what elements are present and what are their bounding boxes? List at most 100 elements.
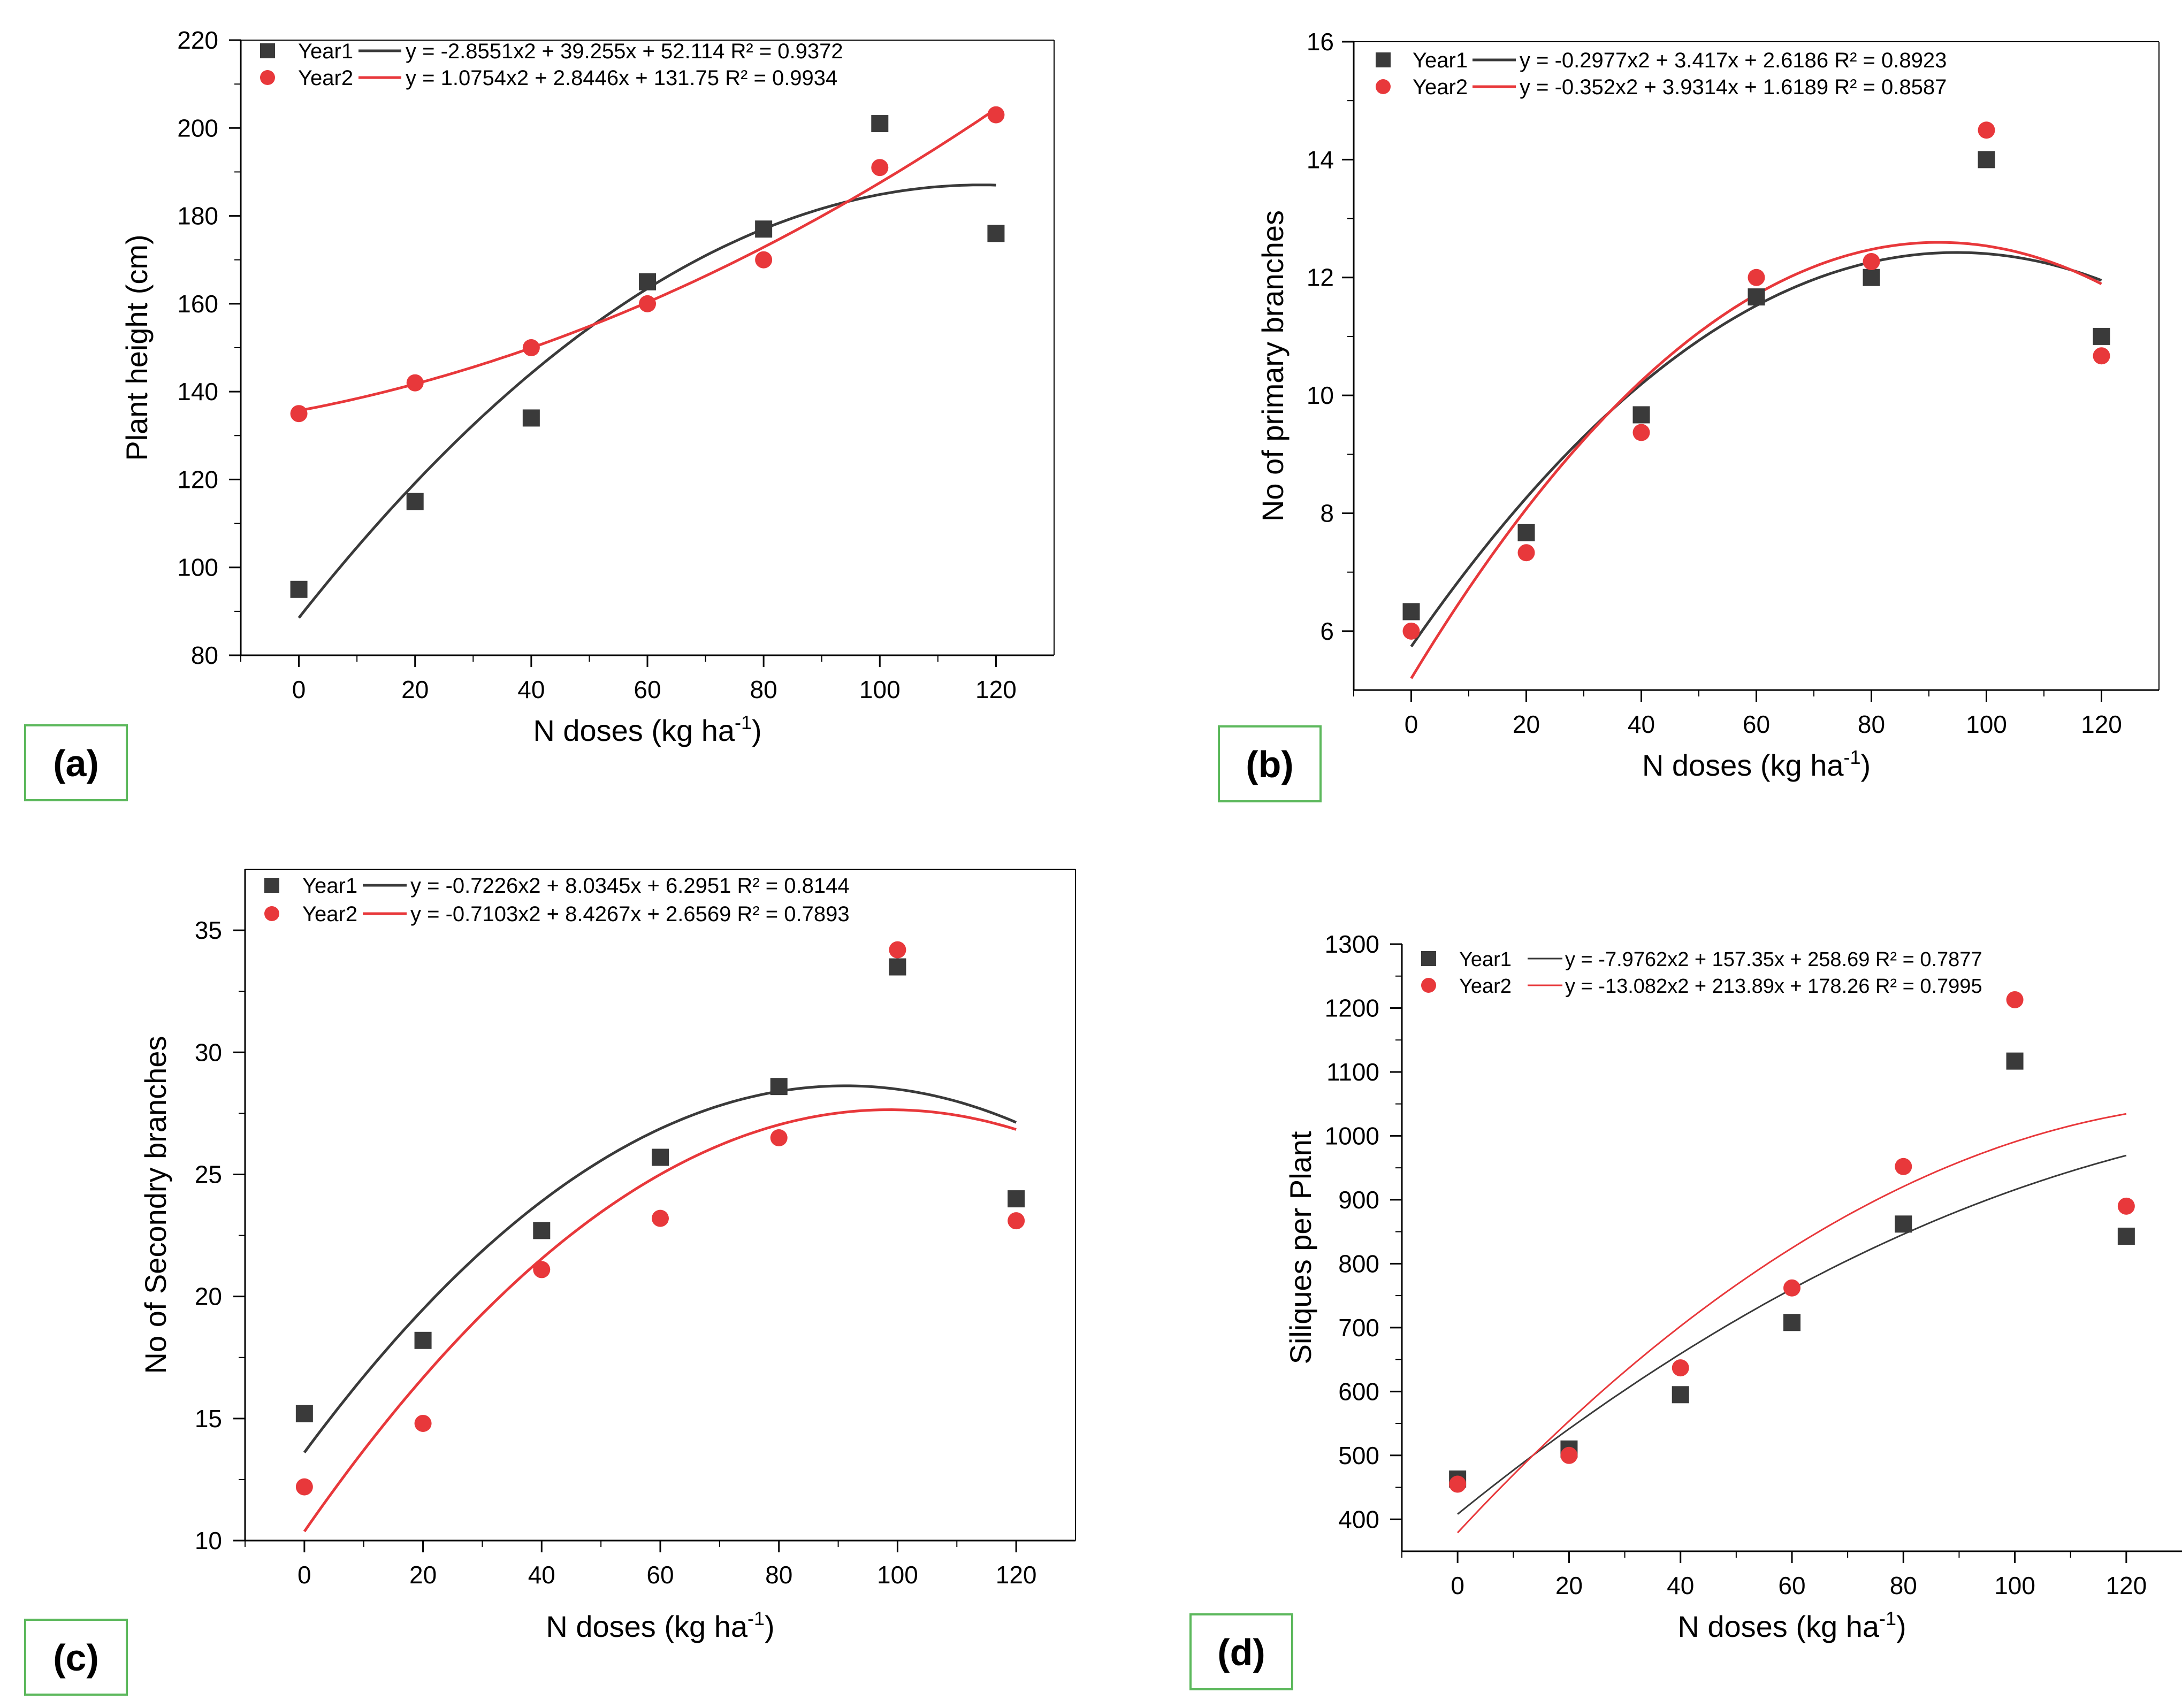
data-point-year2 — [652, 1209, 669, 1227]
x-tick-label: 60 — [646, 1561, 674, 1589]
y-tick-label: 14 — [1307, 145, 1334, 173]
data-point-year2 — [987, 106, 1005, 124]
data-point-year1 — [2006, 1052, 2024, 1070]
legend-marker-year1 — [260, 43, 275, 58]
legend-equation-year2: y = -0.7103x2 + 8.4267x + 2.6569 R² = 0.… — [410, 902, 850, 926]
data-point-year2 — [1449, 1475, 1467, 1493]
panel-label-b: (b) — [1246, 744, 1293, 785]
y-tick-label: 10 — [195, 1527, 222, 1554]
legend-marker-year1 — [264, 878, 279, 893]
data-point-year1 — [987, 225, 1005, 242]
y-tick-label: 500 — [1338, 1442, 1379, 1469]
legend-equation-year1: y = -0.7226x2 + 8.0345x + 6.2951 R² = 0.… — [410, 874, 850, 898]
data-point-year2 — [1672, 1359, 1689, 1377]
legend-equation-year2: y = -13.082x2 + 213.89x + 178.26 R² = 0.… — [1565, 975, 1982, 998]
panel-badge-a — [24, 724, 128, 801]
x-tick-label: 80 — [1890, 1572, 1917, 1599]
x-tick-label: 80 — [765, 1561, 792, 1589]
y-tick-label: 1300 — [1325, 930, 1379, 958]
legend-equation-year1: y = -7.9762x2 + 157.35x + 258.69 R² = 0.… — [1565, 948, 1982, 971]
legend-equation-year2: y = 1.0754x2 + 2.8446x + 131.75 R² = 0.9… — [406, 66, 837, 90]
y-tick-label: 1100 — [1326, 1058, 1379, 1086]
x-tick-label: 60 — [1778, 1572, 1805, 1599]
data-point-year2 — [1560, 1446, 1578, 1464]
data-point-year1 — [2093, 327, 2110, 345]
legend-label-year2: Year2 — [302, 902, 357, 926]
legend-marker-year2 — [1421, 978, 1436, 993]
fit-curve-year1 — [1410, 251, 2102, 648]
data-point-year2 — [533, 1261, 551, 1278]
data-point-year2 — [2093, 347, 2110, 365]
legend-label-year1: Year1 — [1413, 49, 1468, 72]
legend-label-year1: Year1 — [302, 874, 357, 898]
panel-label-d: (d) — [1217, 1632, 1265, 1673]
legend-label-year2: Year2 — [1459, 975, 1512, 998]
y-axis-label: Plant height (cm) — [120, 234, 154, 461]
fit-curve-year1 — [297, 183, 996, 619]
x-tick-label: 20 — [1555, 1572, 1583, 1599]
data-point-year2 — [1632, 424, 1650, 441]
panel-badge-b — [1218, 725, 1322, 802]
legend-marker-year2 — [264, 906, 279, 921]
x-tick-label: 80 — [750, 676, 777, 703]
legend: Year1 y = -2.8551x2 + 39.255x + 52.114 R²… — [260, 40, 843, 90]
x-tick-label: 0 — [297, 1561, 311, 1589]
data-point-year1 — [1748, 288, 1765, 306]
data-point-year1 — [2117, 1227, 2135, 1245]
x-tick-label: 100 — [1966, 710, 2007, 738]
data-point-year2 — [2006, 991, 2024, 1008]
x-tick-label: 20 — [409, 1561, 437, 1589]
data-point-year2 — [522, 339, 540, 356]
y-tick-label: 12 — [1307, 264, 1334, 292]
chart-panel-d: 400 500 600 700 800 900 1000 1100 1200 1300 0 20 40 6… — [1189, 930, 2182, 1690]
data-point-year2 — [1895, 1158, 1912, 1175]
data-point-year2 — [1978, 121, 1995, 139]
y-tick-label: 30 — [195, 1038, 222, 1066]
y-tick-label: 25 — [195, 1160, 222, 1188]
data-point-year1 — [1632, 406, 1650, 424]
legend-marker-year1 — [1376, 52, 1391, 67]
x-axis-label: N doses (kg ha-1) — [1642, 746, 1871, 782]
y-tick-label: 1200 — [1325, 994, 1379, 1022]
x-tick-label: 120 — [975, 676, 1017, 703]
panel-badge-d — [1189, 1613, 1293, 1690]
data-point-year2 — [889, 941, 906, 959]
y-tick-label: 10 — [1307, 381, 1334, 409]
x-axis-label: N doses (kg ha-1) — [546, 1607, 774, 1643]
fit-curve-year2 — [1410, 241, 2102, 679]
data-point-year1 — [889, 958, 906, 976]
legend-equation-year2: y = -0.352x2 + 3.9314x + 1.6189 R² = 0.8… — [1520, 75, 1947, 99]
data-point-year1 — [1895, 1215, 1912, 1233]
legend-marker-year1 — [1421, 951, 1436, 966]
data-point-year1 — [639, 273, 656, 290]
data-point-year2 — [1748, 269, 1765, 286]
data-point-year1 — [414, 1331, 432, 1349]
data-point-year2 — [1783, 1279, 1800, 1297]
x-axis-label: N doses (kg ha-1) — [533, 711, 761, 747]
fit-curve-year2 — [303, 1108, 1017, 1533]
panel-badge-c — [24, 1619, 128, 1696]
data-point-year1 — [1517, 524, 1535, 541]
x-tick-label: 40 — [528, 1561, 555, 1589]
chart-panel-a: 80 100 120 140 160 180 200 220 0 20 40 60 80 100 120 N … — [24, 26, 1055, 801]
y-tick-label: 120 — [177, 465, 218, 493]
x-tick-label: 100 — [877, 1561, 918, 1589]
y-tick-label: 140 — [177, 378, 218, 405]
y-tick-label: 400 — [1338, 1505, 1379, 1533]
legend-label-year1: Year1 — [1459, 948, 1512, 971]
data-point-year1 — [770, 1078, 788, 1096]
y-tick-label: 16 — [1307, 28, 1334, 56]
data-point-year2 — [295, 1478, 313, 1496]
data-point-year1 — [1008, 1190, 1025, 1208]
legend-label-year2: Year2 — [298, 66, 353, 90]
legend: Year1 y = -7.9762x2 + 157.35x + 258.69 R²… — [1421, 948, 1982, 998]
y-tick-label: 800 — [1338, 1250, 1379, 1277]
y-axis-label: No of Secondry branches — [139, 1036, 172, 1374]
y-tick-label: 80 — [191, 641, 218, 669]
data-point-year2 — [755, 251, 773, 269]
x-tick-label: 60 — [634, 676, 661, 703]
legend-equation-year1: y = -0.2977x2 + 3.417x + 2.6186 R² = 0.8… — [1520, 49, 1947, 72]
y-tick-label: 15 — [195, 1405, 222, 1433]
y-axis-label: No of primary branches — [1256, 210, 1290, 522]
